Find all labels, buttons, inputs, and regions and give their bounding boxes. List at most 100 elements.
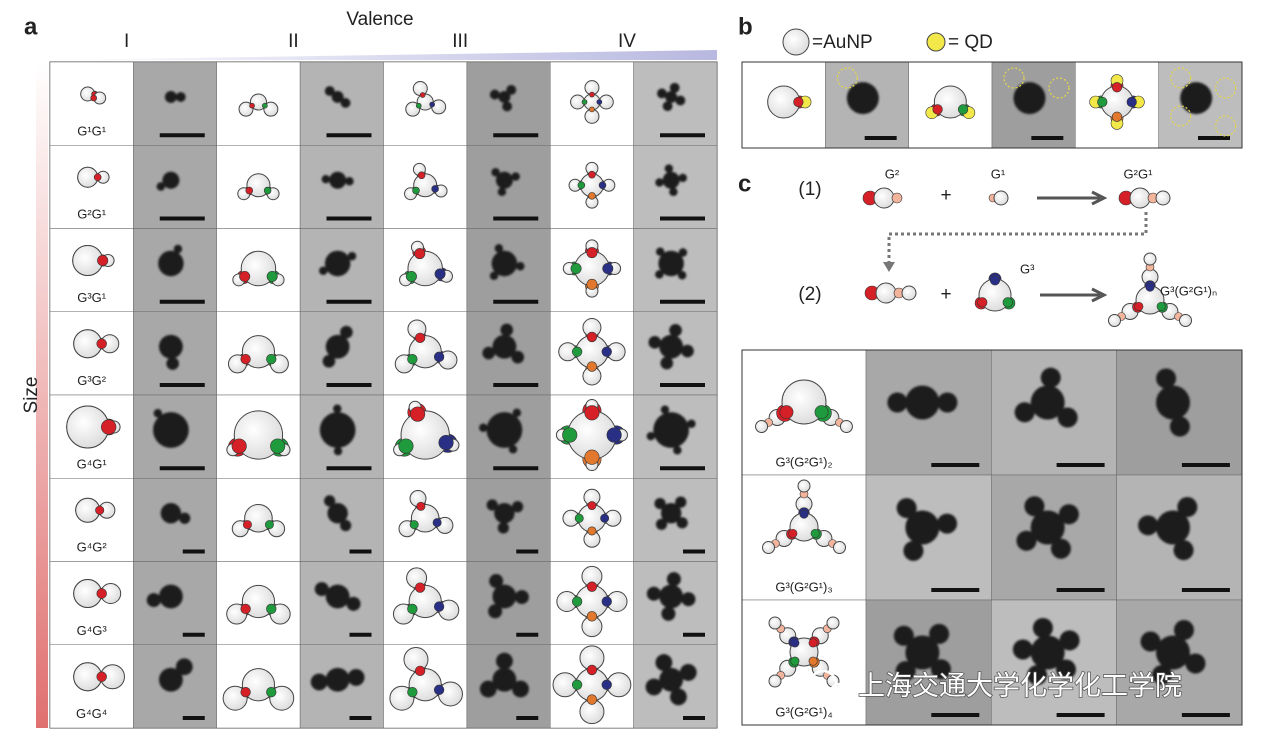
- panel-frame: [741, 349, 1243, 726]
- particle: [489, 271, 499, 281]
- particles: [321, 171, 354, 189]
- nanoparticle: [1107, 314, 1121, 327]
- dna-patch: [432, 518, 442, 528]
- particle: [1030, 385, 1065, 420]
- particle: [492, 584, 517, 609]
- dna-patch: [1111, 82, 1123, 93]
- particle: [497, 522, 509, 534]
- scale-bar: [159, 216, 205, 221]
- particle: [657, 88, 667, 99]
- particle: [1180, 82, 1213, 115]
- particle: [324, 495, 336, 507]
- particle: [511, 172, 520, 181]
- particles: [479, 408, 523, 454]
- particle: [494, 503, 515, 524]
- label: III: [452, 31, 468, 52]
- axis-title: Size: [21, 377, 42, 414]
- particle: [511, 350, 525, 364]
- particle: [479, 423, 488, 432]
- scale-bar: [159, 299, 205, 304]
- dna-patch: [270, 438, 286, 454]
- label: I: [124, 31, 129, 52]
- arrowhead: [883, 262, 895, 272]
- dna-patch: [581, 99, 588, 105]
- particles: [324, 495, 352, 532]
- scale-bar: [349, 549, 372, 554]
- wechat-icon: [828, 682, 852, 706]
- scale-bar: [516, 632, 539, 637]
- particles: [1138, 497, 1198, 561]
- particle: [500, 323, 514, 337]
- particle: [655, 654, 673, 671]
- particle: [497, 187, 507, 197]
- particle: [156, 182, 166, 191]
- scale-bar: [159, 133, 205, 138]
- particle: [675, 95, 686, 106]
- particle: [321, 174, 331, 184]
- nanoparticle: [412, 81, 428, 97]
- dna-patch: [409, 520, 419, 530]
- particle: [495, 652, 513, 670]
- dna-patch: [601, 596, 612, 607]
- particle: [164, 91, 177, 103]
- particles: [648, 324, 694, 370]
- scale-bar: [326, 383, 372, 387]
- particle: [687, 419, 696, 428]
- particle: [175, 92, 186, 102]
- particles: [887, 385, 958, 420]
- dna-patch: [808, 656, 818, 666]
- dna-patch: [779, 405, 794, 420]
- particle: [1155, 510, 1190, 545]
- dna-patch: [584, 405, 600, 421]
- label: 上海交通大学化学化工学院: [858, 671, 1182, 701]
- particle: [1059, 630, 1080, 651]
- dna-patch: [249, 102, 255, 109]
- particles: [655, 247, 688, 280]
- scale-bar: [182, 549, 205, 554]
- particle: [1024, 496, 1045, 517]
- dna-patch: [433, 684, 445, 695]
- dna-patch: [90, 94, 97, 102]
- dna-patch: [571, 679, 583, 690]
- particles: [1140, 620, 1206, 685]
- particle: [322, 354, 336, 368]
- dna-patch: [410, 406, 426, 422]
- scale-bar: [660, 299, 705, 304]
- scale-bar: [159, 466, 205, 471]
- particle: [324, 86, 335, 96]
- particle: [173, 244, 183, 254]
- dna-patch: [600, 513, 610, 523]
- dna-patch: [433, 601, 445, 612]
- particle: [659, 334, 684, 359]
- particle: [158, 334, 183, 359]
- dotted-arrow: [887, 212, 1148, 262]
- scale-bar: [182, 632, 205, 637]
- particles: [654, 496, 688, 530]
- scale-bar: [493, 216, 539, 221]
- label: G³(G²G¹)₃: [775, 579, 832, 594]
- particle: [659, 584, 684, 609]
- dna-patch: [266, 354, 277, 365]
- particle: [646, 431, 656, 441]
- particle: [508, 445, 518, 454]
- particle: [1140, 631, 1161, 652]
- particle: [846, 82, 879, 115]
- particle: [1057, 407, 1078, 428]
- particle: [179, 512, 191, 524]
- particles: [645, 654, 697, 706]
- dna-patch: [264, 520, 274, 530]
- particle: [482, 346, 495, 360]
- label: G⁴G³: [77, 623, 108, 638]
- dna-patch: [243, 520, 252, 530]
- dna-patch: [977, 297, 988, 308]
- dna-patch: [788, 528, 798, 538]
- particles: [479, 652, 529, 698]
- label: G³(G²G¹)₂: [775, 454, 832, 469]
- particles: [491, 168, 520, 197]
- particles: [846, 82, 879, 115]
- valence-wedge: [50, 50, 717, 60]
- particles: [893, 623, 951, 682]
- dna-patch: [606, 427, 622, 443]
- scale-bar: [516, 716, 539, 720]
- particle: [654, 497, 666, 510]
